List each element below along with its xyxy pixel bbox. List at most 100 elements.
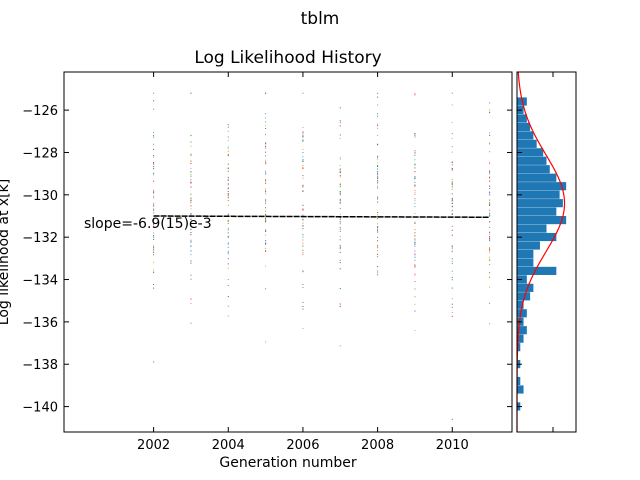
scatter-point [451,306,453,308]
scatter-point [302,177,304,179]
histogram-bar [517,343,521,352]
scatter-point [227,229,229,231]
scatter-point [377,231,379,233]
scatter-point [153,226,155,228]
scatter-point [153,249,155,251]
scatter-point [190,163,192,165]
scatter-point [302,204,304,206]
scatter-point [451,181,453,183]
scatter-point [451,92,453,94]
scatter-point [265,128,267,130]
scatter-point [377,92,379,94]
scatter-point [489,276,491,278]
scatter-point [227,213,229,215]
scatter-point [153,205,155,207]
scatter-point [265,121,267,123]
scatter-point [451,178,453,180]
scatter-point [414,245,416,247]
scatter-points [153,92,491,420]
scatter-point [377,245,379,247]
scatter-point [489,176,491,178]
histogram-bar [517,199,563,208]
scatter-point [451,199,453,201]
scatter-point [190,274,192,276]
histogram-bar [517,385,524,394]
scatter-point [302,270,304,272]
scatter-point [377,218,379,220]
scatter-point [227,190,229,192]
scatter-point [302,208,304,210]
scatter-point [265,92,267,94]
scatter-point [414,152,416,154]
scatter-point [190,240,192,242]
scatter-point [153,168,155,170]
scatter-point [265,247,267,249]
main-plot-area: 2002 2004 2006 2008 2010 −140 −138 −136 −134 −13… [22,71,513,453]
scatter-point [339,239,341,241]
scatter-point [377,178,379,180]
scatter-point [414,243,416,245]
scatter-point [265,151,267,153]
scatter-point [265,134,267,136]
scatter-point [377,266,379,268]
scatter-point [302,139,304,141]
scatter-point [489,194,491,196]
scatter-point [190,218,192,220]
histogram-bar [517,148,544,157]
scatter-point [153,92,155,94]
scatter-point [153,132,155,134]
scatter-point [414,167,416,169]
scatter-point [377,197,379,199]
scatter-point [339,219,341,221]
scatter-point [190,173,192,175]
scatter-point [153,245,155,247]
scatter-point [339,183,341,185]
scatter-point [377,182,379,184]
scatter-point [451,183,453,185]
scatter-point [265,145,267,147]
scatter-point [153,202,155,204]
scatter-point [153,195,155,197]
scatter-point [451,186,453,188]
scatter-point [377,198,379,200]
scatter-point [451,161,453,163]
scatter-point [377,155,379,157]
scatter-point [489,233,491,235]
scatter-point [153,272,155,274]
scatter-point [377,174,379,176]
scatter-point [190,225,192,227]
scatter-point [265,202,267,204]
scatter-point [451,205,453,207]
scatter-point [339,157,341,159]
scatter-point [302,233,304,235]
scatter-point [377,223,379,225]
scatter-point [302,228,304,230]
scatter-point [265,191,267,193]
scatter-point [451,210,453,212]
scatter-point [489,323,491,325]
scatter-point [302,239,304,241]
scatter-point [153,232,155,234]
scatter-point [302,92,304,94]
scatter-point [414,200,416,202]
histogram-bar [517,249,534,259]
scatter-point [489,194,491,196]
scatter-point [153,162,155,164]
scatter-point [302,184,304,186]
scatter-point [302,175,304,177]
scatter-point [451,213,453,215]
scatter-point [339,228,341,230]
scatter-point [302,271,304,273]
scatter-point [339,248,341,250]
scatter-point [190,239,192,241]
scatter-point [377,144,379,146]
y-tick-label: −134 [22,274,58,289]
scatter-point [153,192,155,194]
histogram-bar [517,182,567,191]
histogram-bar [517,156,547,165]
scatter-point [377,272,379,274]
scatter-point [265,113,267,115]
scatter-point [227,136,229,138]
scatter-point [377,227,379,229]
